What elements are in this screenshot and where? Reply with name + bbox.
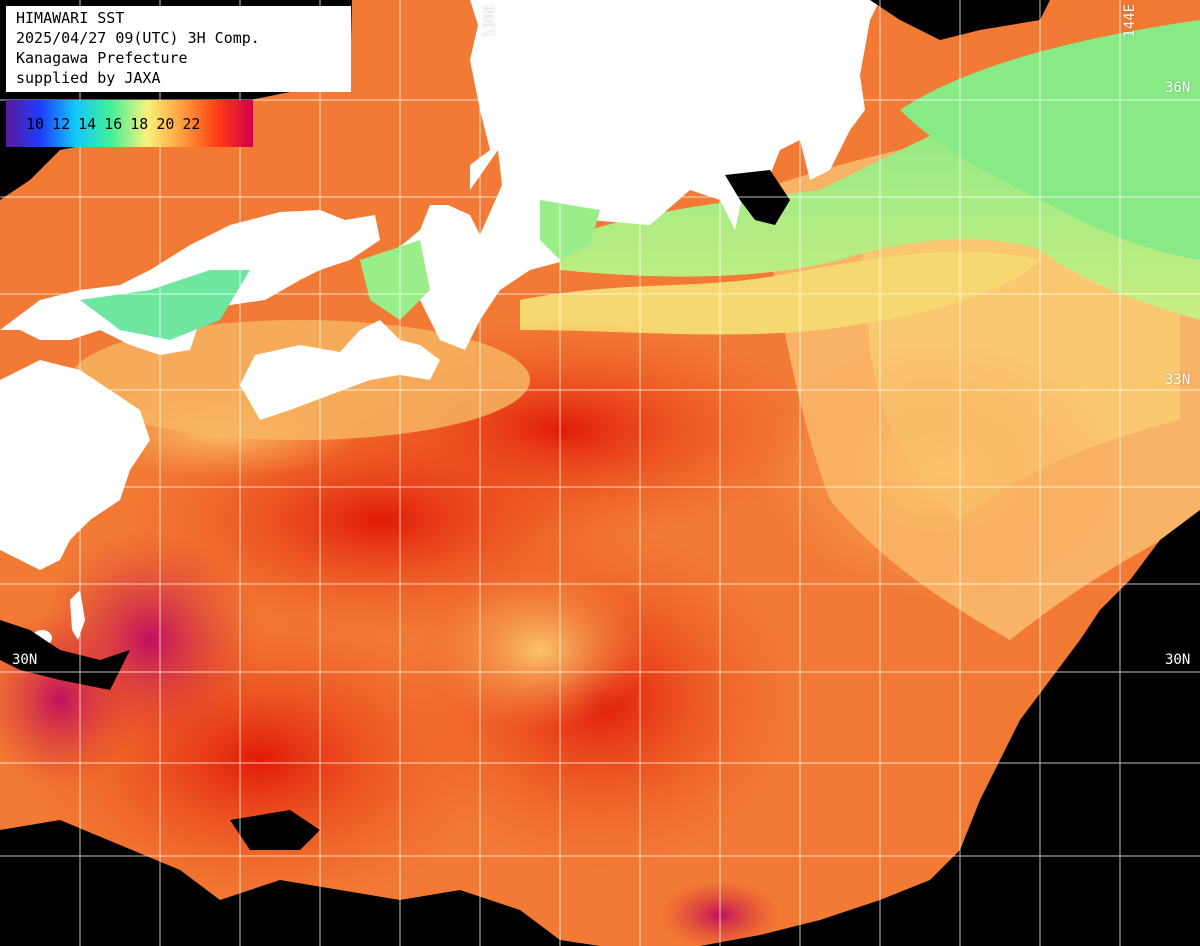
legend-label-14: 14	[78, 114, 97, 133]
legend-label-10: 10	[26, 114, 45, 133]
map-info-box: HIMAWARI SST 2025/04/27 09(UTC) 3H Comp.…	[6, 6, 351, 92]
nodata-south-patch	[230, 810, 320, 850]
lon-label-144e: 144E	[1122, 4, 1138, 38]
info-title: HIMAWARI SST	[16, 9, 125, 27]
lon-label-136e: 136E	[482, 4, 498, 38]
info-supplier: supplied by JAXA	[16, 69, 161, 87]
mild-eddy-2	[760, 340, 1120, 600]
tanegashima-land	[70, 590, 85, 640]
kyushu-land	[0, 360, 150, 570]
temperature-legend: 10 12 14 16 18 20 22	[6, 100, 253, 147]
legend-label-12: 12	[52, 114, 71, 133]
kii-green-patch	[360, 240, 430, 320]
legend-color-bar	[6, 100, 253, 147]
lat-label-30n-right: 30N	[1165, 652, 1191, 668]
nodata-south-bottom	[0, 820, 600, 946]
legend-labels: 10 12 14 16 18 20 22	[6, 115, 200, 133]
lat-label-30n-left: 30N	[12, 652, 38, 668]
nodata-southeast	[700, 510, 1200, 946]
legend-label-22: 22	[182, 114, 201, 133]
lat-label-33n: 33N	[1165, 372, 1191, 388]
legend-label-20: 20	[156, 114, 175, 133]
lat-label-36n: 36N	[1165, 80, 1191, 96]
legend-label-16: 16	[104, 114, 123, 133]
shikoku-land	[240, 320, 440, 420]
info-prefecture: Kanagawa Prefecture	[16, 49, 188, 67]
mild-eddy-1	[430, 570, 650, 730]
seto-green-patch	[80, 270, 250, 340]
honshu-land	[0, 0, 880, 350]
ise-green-patch	[540, 200, 600, 260]
north-yellow-fringe	[520, 251, 1040, 335]
legend-label-18: 18	[130, 114, 149, 133]
info-datetime: 2025/04/27 09(UTC) 3H Comp.	[16, 29, 260, 47]
northern-green-core	[900, 20, 1200, 260]
